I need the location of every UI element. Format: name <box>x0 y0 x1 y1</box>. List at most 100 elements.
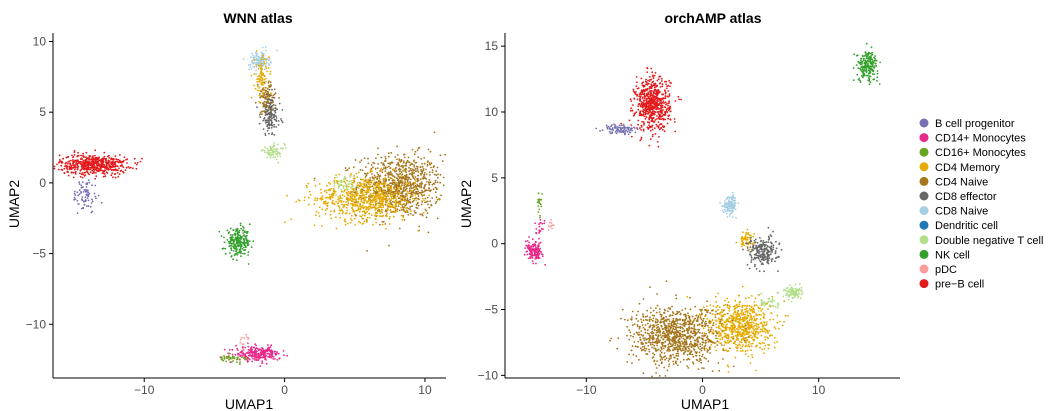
point-pre-b-cell <box>60 161 63 164</box>
point-cd4-naive <box>387 176 390 178</box>
point-cd14-monocytes <box>272 355 275 358</box>
point-cd4-memory <box>403 203 406 205</box>
point-pre-b-cell <box>664 118 667 121</box>
point-pre-b-cell <box>80 157 83 160</box>
point-pre-b-cell <box>665 83 667 86</box>
wnn-y-tick-label: −10 <box>26 317 47 331</box>
point-cd4-memory <box>362 217 365 220</box>
point-cd8-effector <box>264 132 267 135</box>
point-cd4-memory <box>269 70 272 73</box>
point-nk-cell <box>244 248 247 251</box>
point-cd4-memory <box>394 182 397 185</box>
point-cd8-effector <box>268 98 270 101</box>
point-pre-b-cell <box>650 113 652 116</box>
point-cd8-effector <box>753 239 756 242</box>
point-cd4-memory <box>387 202 390 205</box>
point-cd4-memory <box>760 304 763 307</box>
point-nk-cell <box>230 242 233 245</box>
point-pre-b-cell <box>641 106 644 108</box>
point-cd4-naive <box>418 225 421 228</box>
point-nk-cell <box>852 79 855 82</box>
point-cd4-memory <box>261 78 264 81</box>
point-cd4-naive <box>429 174 431 176</box>
point-cd4-memory <box>385 199 388 201</box>
point-pre-b-cell <box>135 163 138 166</box>
point-cd4-memory <box>367 189 370 192</box>
point-cd4-naive <box>380 156 383 159</box>
point-cd4-memory <box>376 193 379 196</box>
point-pre-b-cell <box>63 167 66 170</box>
point-cd4-memory <box>384 182 387 185</box>
point-cd8-effector <box>759 260 762 263</box>
point-double-negative-t-cell <box>790 294 792 296</box>
point-cd4-naive <box>421 162 423 165</box>
point-cd4-memory <box>706 317 708 320</box>
point-cd16-monocytes <box>230 357 233 360</box>
point-cd4-naive <box>405 161 408 164</box>
point-cd16-monocytes <box>228 358 230 361</box>
point-pre-b-cell <box>87 164 90 167</box>
point-cd16-monocytes <box>227 352 230 355</box>
point-cd4-memory <box>370 214 373 217</box>
point-cd4-memory <box>371 196 373 198</box>
point-cd8-effector <box>750 240 753 243</box>
point-cd4-memory <box>257 75 259 78</box>
point-cd4-naive <box>269 81 272 83</box>
point-cd4-naive <box>381 171 384 174</box>
point-cd8-effector <box>266 129 269 132</box>
point-b-cell-progenitor <box>605 124 608 127</box>
point-cd4-memory <box>405 183 408 185</box>
point-cd4-naive <box>406 176 408 179</box>
point-cd8-effector <box>750 250 753 253</box>
point-cd4-naive <box>406 197 409 200</box>
point-cd14-monocytes <box>254 353 257 356</box>
point-pre-b-cell <box>649 86 652 89</box>
point-cd4-memory <box>373 214 376 217</box>
point-cd16-monocytes <box>226 356 229 359</box>
point-cd4-naive <box>408 170 410 173</box>
point-cd16-monocytes <box>225 360 228 363</box>
point-cd4-memory <box>314 199 316 202</box>
point-pre-b-cell <box>114 163 117 166</box>
point-cd8-naive <box>262 52 265 55</box>
point-cd8-effector <box>757 249 760 252</box>
point-cd4-memory <box>396 210 398 213</box>
point-double-negative-t-cell <box>795 289 798 291</box>
point-cd14-monocytes <box>254 343 257 345</box>
point-cd8-naive <box>250 52 253 55</box>
point-pre-b-cell <box>70 166 73 169</box>
point-cd4-memory <box>263 75 266 78</box>
point-cd4-naive <box>373 177 375 180</box>
point-b-cell-progenitor <box>627 128 630 131</box>
point-cd8-effector <box>271 104 274 107</box>
point-pre-b-cell <box>667 90 670 92</box>
point-pre-b-cell <box>620 122 622 125</box>
point-cd4-naive <box>402 196 405 199</box>
point-cd4-memory <box>379 193 382 196</box>
point-pre-b-cell <box>651 71 654 74</box>
point-cd4-memory <box>342 211 344 213</box>
point-cd4-naive <box>425 168 427 171</box>
point-cd4-naive <box>410 169 413 172</box>
point-cd4-naive <box>404 167 407 170</box>
point-cd4-memory <box>404 197 407 200</box>
point-cd4-naive <box>416 178 419 181</box>
point-cd4-naive <box>428 171 431 174</box>
point-cd4-naive <box>259 102 262 104</box>
point-cd4-naive <box>263 103 265 106</box>
point-nk-cell <box>861 55 864 58</box>
point-cd8-effector <box>755 256 758 259</box>
point-pre-b-cell <box>662 97 665 100</box>
point-pre-b-cell <box>659 128 661 131</box>
point-nk-cell <box>238 234 241 237</box>
point-cd4-memory <box>360 198 362 201</box>
point-cd8-effector <box>772 248 774 251</box>
point-cd4-memory <box>417 230 420 232</box>
point-cd4-memory <box>365 193 368 196</box>
point-cd14-monocytes <box>269 350 271 353</box>
point-pre-b-cell <box>126 158 129 161</box>
point-cd8-naive <box>248 64 250 66</box>
point-cd4-naive <box>395 186 398 189</box>
point-cd4-naive <box>420 203 423 206</box>
point-cd4-naive <box>395 166 397 169</box>
